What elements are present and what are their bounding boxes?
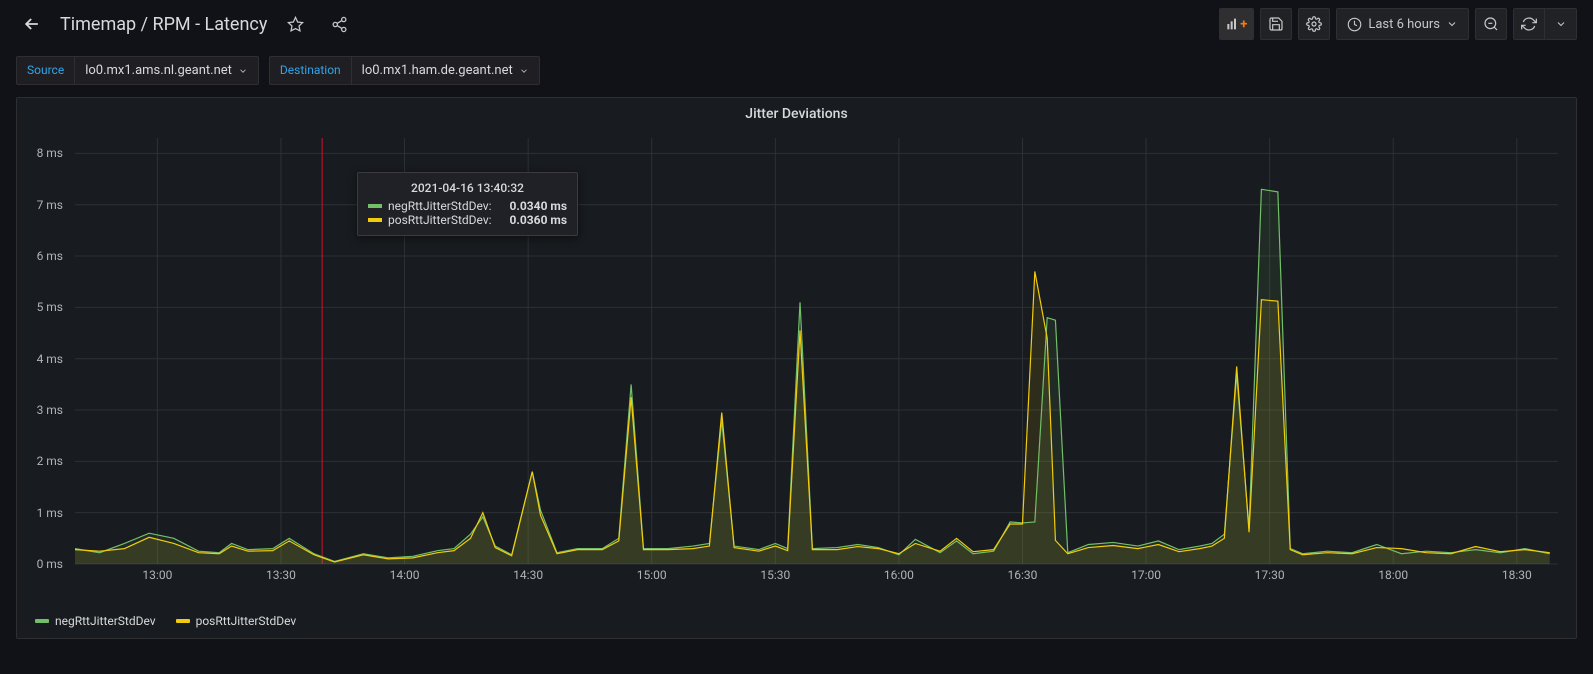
tooltip-series-name: negRttJitterStdDev: [388,199,492,213]
arrow-left-icon [22,14,42,34]
y-tick-label: 4 ms [37,352,63,366]
share-icon [331,16,348,33]
x-tick-label: 17:00 [1131,568,1161,582]
destination-label: Destination [269,56,351,85]
source-dropdown[interactable]: lo0.mx1.ams.nl.geant.net [74,56,259,85]
legend-item[interactable]: negRttJitterStdDev [35,614,156,628]
chart-legend: negRttJitterStdDev posRttJitterStdDev [35,614,296,628]
plus-icon: + [1240,17,1247,32]
y-tick-label: 2 ms [37,454,63,468]
x-tick-label: 18:00 [1378,568,1408,582]
chart-svg [75,138,1558,564]
x-axis: 13:00 13:30 14:00 14:30 15:00 15:30 16:00 16:30… [75,568,1558,586]
chart-panel: Jitter Deviations 0 ms 1 ms 2 ms 3 ms 4 ms 5 … [16,97,1577,639]
x-tick-label: 14:00 [390,568,420,582]
chart-tooltip: 2021-04-16 13:40:32 negRttJitterStdDev: 0… [357,172,578,236]
header: Timemap / RPM - Latency + Last 6 hours [0,0,1593,48]
source-label: Source [16,56,74,85]
zoom-out-icon [1483,16,1499,32]
y-tick-label: 3 ms [37,403,63,417]
y-tick-label: 7 ms [37,198,63,212]
share-button[interactable] [323,8,355,40]
x-tick-label: 17:30 [1255,568,1285,582]
tooltip-swatch-icon [368,204,382,208]
chart-title: Jitter Deviations [17,98,1576,126]
y-tick-label: 0 ms [37,557,63,571]
header-left: Timemap / RPM - Latency [16,8,355,40]
destination-dropdown[interactable]: lo0.mx1.ham.de.geant.net [351,56,540,85]
x-tick-label: 14:30 [513,568,543,582]
chevron-down-icon [238,66,248,76]
x-tick-label: 16:00 [884,568,914,582]
tooltip-row: posRttJitterStdDev: 0.0360 ms [368,213,567,227]
star-icon [287,16,304,33]
chevron-down-icon [519,66,529,76]
x-tick-label: 15:30 [760,568,790,582]
tooltip-series-name: posRttJitterStdDev: [388,213,492,227]
dashboard-title: Timemap / RPM - Latency [60,14,267,35]
tooltip-value: 0.0340 ms [498,199,567,213]
save-button[interactable] [1260,8,1292,40]
destination-filter: Destination lo0.mx1.ham.de.geant.net [269,56,540,85]
chart-plot-area[interactable] [75,138,1558,564]
x-tick-label: 13:00 [142,568,172,582]
tooltip-swatch-icon [368,218,382,222]
settings-button[interactable] [1298,8,1330,40]
y-tick-label: 6 ms [37,249,63,263]
refresh-button[interactable] [1513,8,1545,40]
variable-filters: Source lo0.mx1.ams.nl.geant.net Destinat… [0,48,1593,89]
destination-value: lo0.mx1.ham.de.geant.net [362,63,513,78]
gear-icon [1306,16,1322,32]
refresh-interval-button[interactable] [1545,8,1577,40]
y-tick-label: 5 ms [37,300,63,314]
x-tick-label: 15:00 [637,568,667,582]
source-value: lo0.mx1.ams.nl.geant.net [85,63,232,78]
legend-swatch-icon [176,619,190,623]
favorite-button[interactable] [279,8,311,40]
source-filter: Source lo0.mx1.ams.nl.geant.net [16,56,259,85]
zoom-out-button[interactable] [1475,8,1507,40]
x-tick-label: 13:30 [266,568,296,582]
y-tick-label: 8 ms [37,146,63,160]
save-icon [1268,16,1284,32]
time-range-label: Last 6 hours [1368,17,1440,32]
y-axis: 0 ms1 ms2 ms3 ms4 ms5 ms6 ms7 ms8 ms [17,138,71,564]
tooltip-timestamp: 2021-04-16 13:40:32 [368,181,567,195]
chevron-down-icon [1446,18,1458,30]
legend-swatch-icon [35,619,49,623]
refresh-group [1513,8,1577,40]
header-right: + Last 6 hours [1219,8,1577,40]
legend-label: negRttJitterStdDev [55,614,156,628]
chevron-down-icon [1555,18,1567,30]
legend-item[interactable]: posRttJitterStdDev [176,614,297,628]
time-range-picker[interactable]: Last 6 hours [1336,8,1469,40]
tooltip-value: 0.0360 ms [498,213,567,227]
y-tick-label: 1 ms [37,506,63,520]
back-button[interactable] [16,8,48,40]
clock-icon [1347,17,1362,32]
x-tick-label: 18:30 [1502,568,1532,582]
tooltip-row: negRttJitterStdDev: 0.0340 ms [368,199,567,213]
x-tick-label: 16:30 [1008,568,1038,582]
refresh-icon [1521,16,1537,32]
add-panel-button[interactable]: + [1219,8,1254,40]
legend-label: posRttJitterStdDev [196,614,297,628]
